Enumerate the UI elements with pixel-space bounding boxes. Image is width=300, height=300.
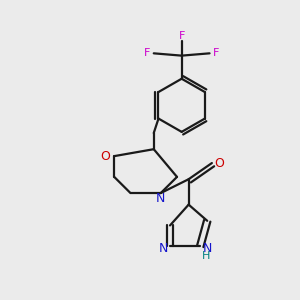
Text: N: N bbox=[156, 192, 165, 206]
Text: H: H bbox=[202, 251, 210, 261]
Text: N: N bbox=[202, 242, 212, 256]
Text: F: F bbox=[213, 48, 219, 58]
Text: N: N bbox=[158, 242, 168, 256]
Text: O: O bbox=[214, 157, 224, 169]
Text: F: F bbox=[178, 32, 185, 41]
Text: F: F bbox=[144, 48, 150, 58]
Text: O: O bbox=[100, 150, 110, 163]
